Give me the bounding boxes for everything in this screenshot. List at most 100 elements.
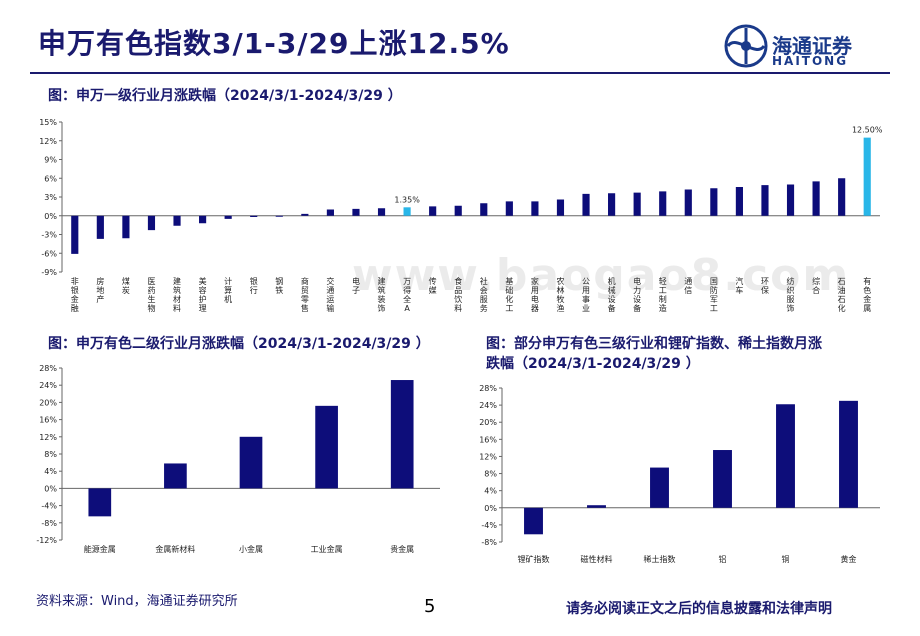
bar-商贸零售	[301, 213, 309, 216]
x-tick-label: 电子	[352, 276, 360, 295]
page-title: 申万有色指数3/1-3/29上涨12.5%	[38, 27, 510, 60]
bar-铝	[713, 450, 732, 508]
bar-铜	[776, 404, 795, 508]
bar-能源金属	[88, 488, 112, 517]
x-tick-label: 铝	[719, 554, 727, 564]
y-tick-label: 8%	[44, 450, 57, 459]
y-tick-label: -4%	[41, 502, 57, 511]
data-label-有色金属: 12.50%	[852, 126, 883, 135]
bar-传媒	[429, 206, 437, 216]
x-tick-label: 传媒	[429, 276, 437, 295]
x-tick-label: 农林牧渔	[556, 276, 564, 313]
y-tick-label: -9%	[41, 268, 57, 277]
bar-工业金属	[315, 405, 338, 489]
bar-建筑装饰	[377, 208, 386, 216]
y-tick-label: -12%	[36, 536, 57, 545]
x-tick-label: 有色金属	[863, 276, 871, 313]
bar-轻工制造	[659, 191, 667, 216]
bar-机械设备	[608, 193, 616, 216]
y-tick-label: 4%	[484, 487, 497, 496]
x-tick-label: 非银金融	[71, 276, 79, 313]
haitong-logo-icon	[724, 24, 768, 68]
x-tick-label: 社会服务	[480, 276, 488, 313]
x-tick-label: 计算机	[224, 276, 232, 304]
header-divider	[30, 72, 890, 74]
bar-万得全A	[403, 207, 411, 216]
x-tick-label: 银行	[250, 276, 258, 295]
x-tick-label: 通信	[684, 276, 692, 295]
y-tick-label: -3%	[41, 231, 57, 240]
x-tick-label: 铜	[782, 554, 790, 564]
bar-交通运输	[326, 209, 334, 216]
x-tick-label: 建筑装饰	[378, 276, 386, 313]
y-tick-label: 0%	[44, 484, 57, 493]
bar-房地产	[96, 215, 104, 239]
y-tick-label: 12%	[39, 137, 57, 146]
bar-美容护理	[199, 215, 207, 224]
x-tick-label: 房地产	[96, 276, 104, 304]
y-tick-label: 12%	[39, 433, 57, 442]
logo-text-cn: 海通证券	[772, 34, 852, 58]
x-tick-label: 纺织服饰	[787, 276, 795, 313]
chart-secondary-industries: -12% -8% -4% 0% 4% 8% 12% 16% 20% 24% 28% 能源金属 金属新材料…	[36, 364, 440, 554]
y-tick-label: 24%	[39, 381, 57, 390]
x-tick-label: 家用电器	[531, 276, 539, 313]
bar-食品饮料	[454, 205, 462, 216]
y-tick-label: 16%	[479, 435, 497, 444]
x-tick-label: 工业金属	[311, 544, 343, 554]
bar-非银金融	[71, 215, 79, 254]
caption-bottom-right-1: 图：部分申万有色三级行业和锂矿指数、稀土指数月涨	[486, 336, 822, 352]
x-tick-label: 综合	[812, 276, 820, 295]
logo-text-en: HAITONG	[772, 54, 849, 68]
bar-汽车	[735, 187, 743, 216]
x-tick-label: 环保	[761, 277, 769, 295]
y-tick-label: 9%	[44, 156, 57, 165]
bar-通信	[684, 189, 692, 216]
y-tick-label: 6%	[44, 174, 57, 183]
watermark: www.baogao8.com	[352, 250, 851, 301]
x-tick-label: 轻工制造	[659, 276, 667, 313]
bar-家用电器	[531, 201, 539, 216]
x-tick-label: 基础化工	[505, 276, 513, 313]
bar-煤炭	[122, 215, 130, 239]
x-tick-label: 医药生物	[147, 277, 155, 313]
x-tick-label: 稀土指数	[644, 554, 676, 564]
y-tick-label: 20%	[39, 398, 57, 407]
bar-社会服务	[480, 203, 488, 216]
bar-电子	[352, 208, 360, 216]
x-tick-label: 锂矿指数	[518, 554, 550, 564]
x-tick-label: 商贸零售	[301, 276, 309, 313]
bar-有色金属	[863, 137, 871, 216]
bar-农林牧渔	[556, 199, 565, 216]
bar-锂矿指数	[524, 507, 543, 535]
bar-电力设备	[633, 192, 641, 216]
y-tick-label: -6%	[41, 249, 57, 258]
y-tick-label: 28%	[39, 364, 57, 373]
bar-环保	[761, 185, 769, 216]
bar-医药生物	[147, 215, 156, 231]
data-label-万得全A: 1.35%	[394, 195, 420, 204]
x-tick-label: 金属新材料	[155, 544, 195, 554]
bar-石油石化	[838, 178, 846, 216]
bar-银行	[250, 215, 258, 217]
x-tick-label: 煤炭	[122, 276, 130, 295]
bar-基础化工	[505, 201, 513, 216]
disclaimer: 请务必阅读正文之后的信息披露和法律声明	[566, 601, 832, 617]
bar-国防军工	[710, 188, 718, 216]
y-tick-label: 16%	[39, 416, 57, 425]
x-tick-label: 贵金属	[390, 544, 414, 554]
x-tick-label: 机械设备	[608, 276, 616, 313]
y-tick-label: -8%	[41, 519, 57, 528]
bar-纺织服饰	[786, 184, 795, 216]
y-tick-label: -4%	[481, 521, 497, 530]
x-tick-label: 国防军工	[710, 277, 718, 313]
bar-贵金属	[390, 380, 414, 489]
x-tick-label: 汽车	[735, 276, 743, 295]
bar-钢铁	[275, 215, 283, 217]
bar-小金属	[239, 436, 263, 489]
x-tick-label: 小金属	[239, 544, 263, 554]
x-tick-label: 食品饮料	[454, 276, 462, 313]
x-tick-label: 建筑材料	[173, 276, 181, 313]
caption-bottom-left: 图：申万有色二级行业月涨跌幅（2024/3/1-2024/3/29 ）	[48, 336, 430, 352]
y-tick-label: -8%	[481, 538, 497, 547]
